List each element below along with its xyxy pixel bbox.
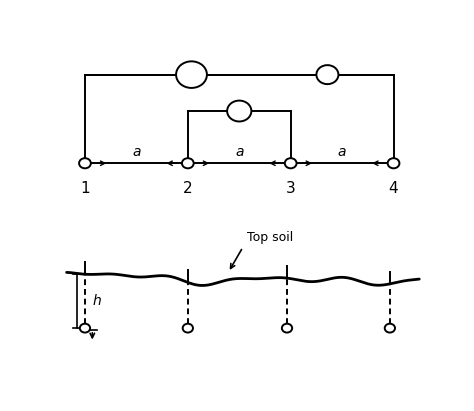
Text: 4: 4 <box>389 181 398 196</box>
Text: a: a <box>132 145 141 159</box>
Circle shape <box>80 324 90 332</box>
Circle shape <box>282 324 292 332</box>
Text: h: h <box>92 294 101 308</box>
Text: ~: ~ <box>184 64 199 82</box>
Text: a: a <box>338 145 346 159</box>
Circle shape <box>388 158 400 169</box>
Circle shape <box>316 65 338 84</box>
Circle shape <box>285 158 297 169</box>
Text: I: I <box>325 68 329 82</box>
Circle shape <box>79 158 91 169</box>
Circle shape <box>385 324 395 332</box>
Text: a: a <box>235 145 244 159</box>
Circle shape <box>182 324 193 332</box>
Text: V: V <box>235 104 244 118</box>
Text: 2: 2 <box>183 181 192 196</box>
Text: 3: 3 <box>286 181 296 196</box>
Text: Top soil: Top soil <box>246 231 293 244</box>
Circle shape <box>176 61 207 88</box>
Circle shape <box>227 101 251 122</box>
Circle shape <box>182 158 194 169</box>
Text: 1: 1 <box>80 181 90 196</box>
